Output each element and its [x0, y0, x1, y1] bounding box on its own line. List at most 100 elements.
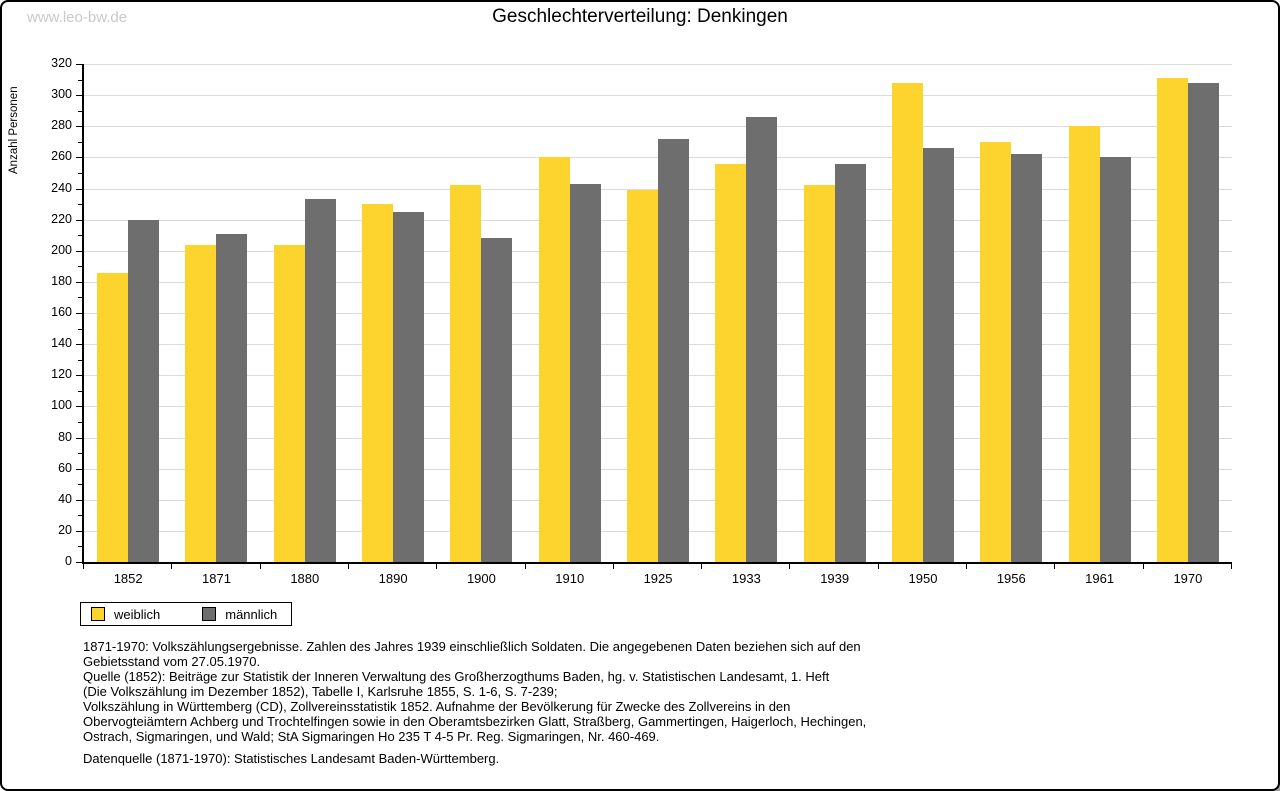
bar-weiblich-1961 [1068, 126, 1100, 562]
x-tick-label-1925: 1925 [643, 571, 673, 586]
chart-title: Geschlechterverteilung: Denkingen [492, 6, 788, 27]
y-minor-tick-50 [78, 484, 82, 486]
bar-groups: 1852 1871 1880 1890 1900 1910 1925 1933 1939 1950… [84, 64, 1232, 586]
y-major-tick-40 [76, 499, 82, 501]
y-tick-label-140: 140 [51, 336, 72, 351]
footer-line-1: 1871-1970: Volkszählungsergebnisse. Zahl… [83, 639, 861, 654]
y-tick-label-100: 100 [51, 398, 72, 413]
bar-group-1950: 1950 [879, 64, 967, 586]
y-major-tick-0 [76, 562, 82, 563]
y-tick-label-180: 180 [51, 273, 72, 288]
x-boundary-tick-0 [83, 562, 84, 569]
y-major-tick-80 [76, 437, 82, 439]
y-major-tick-180 [76, 281, 82, 283]
legend-item-weiblich: weiblich [91, 607, 160, 622]
y-major-tick-100 [76, 406, 82, 408]
y-tick-label-20: 20 [58, 522, 72, 537]
bar-group-1871: 1871 [172, 64, 260, 586]
x-boundary-tick-7 [701, 562, 703, 569]
y-tick-label-0: 0 [65, 554, 72, 568]
y-minor-tick-90 [78, 421, 82, 423]
bar-männlich-1880 [304, 199, 336, 562]
x-boundary-tick-10 [966, 562, 968, 569]
y-minor-tick-270 [78, 141, 82, 143]
y-minor-tick-290 [78, 110, 82, 112]
footer-datasource: Datenquelle (1871-1970): Statistisches L… [83, 751, 500, 766]
y-tick-label-320: 320 [51, 56, 72, 70]
x-boundary-tick-6 [612, 562, 614, 569]
legend-swatch-männlich [202, 607, 217, 621]
x-tick-label-1890: 1890 [378, 571, 408, 586]
bar-group-1910: 1910 [526, 64, 614, 586]
watermark: www.leo-bw.de [27, 9, 128, 26]
x-tick-label-1956: 1956 [996, 571, 1026, 586]
x-tick-label-1910: 1910 [555, 571, 585, 586]
y-axis-title: Anzahl Personen [8, 86, 20, 174]
y-minor-tick-150 [78, 328, 82, 330]
footer-notes: 1871-1970: Volkszählungsergebnisse. Zahl… [83, 639, 866, 766]
bar-männlich-1939 [834, 163, 866, 562]
y-minor-tick-230 [78, 204, 82, 206]
bar-group-1852: 1852 [84, 64, 172, 586]
bar-weiblich-1970 [1156, 78, 1188, 562]
y-major-tick-160 [76, 313, 82, 314]
y-major-tick-60 [76, 468, 82, 470]
x-boundary-tick-1 [171, 562, 173, 569]
y-minor-tick-310 [78, 79, 82, 81]
y-tick-label-60: 60 [58, 460, 72, 475]
bar-weiblich-1910 [538, 157, 570, 562]
x-tick-label-1852: 1852 [113, 571, 143, 586]
y-major-tick-280 [76, 126, 82, 128]
legend: weiblich männlich [80, 602, 293, 626]
bar-weiblich-1871 [185, 244, 217, 562]
y-minor-tick-130 [78, 359, 82, 361]
y-minor-tick-10 [78, 546, 82, 548]
footer-line-3: Quelle (1852): Beiträge zur Statistik de… [83, 669, 830, 684]
bar-weiblich-1956 [980, 141, 1012, 562]
bar-weiblich-1880 [273, 244, 305, 562]
y-tick-label-40: 40 [58, 491, 72, 506]
y-tick-label-280: 280 [51, 118, 72, 133]
gridline-240 [84, 188, 1232, 190]
bar-group-1939: 1939 [791, 64, 879, 586]
bar-männlich-1910 [569, 183, 601, 562]
y-minor-tick-110 [78, 390, 82, 392]
bar-männlich-1970 [1187, 82, 1219, 562]
bar-männlich-1956 [1011, 154, 1043, 562]
y-tick-label-260: 260 [51, 149, 72, 164]
bar-männlich-1852 [128, 219, 160, 562]
y-tick-label-160: 160 [51, 305, 72, 319]
footer-line-4: (Die Volkszählung im Dezember 1852), Tab… [83, 684, 558, 699]
y-major-tick-320 [76, 64, 82, 65]
y-major-tick-220 [76, 219, 82, 221]
x-tick-label-1939: 1939 [820, 571, 850, 586]
y-tick-label-300: 300 [51, 87, 72, 102]
x-tick-label-1961: 1961 [1085, 571, 1115, 586]
x-tick-label-1880: 1880 [290, 571, 320, 586]
bar-weiblich-1900 [450, 185, 482, 562]
y-major-tick-140 [76, 344, 82, 346]
x-tick-label-1950: 1950 [908, 571, 938, 586]
x-boundary-tick-12 [1142, 562, 1144, 569]
bar-männlich-1933 [746, 116, 778, 562]
gridline-300 [84, 95, 1232, 97]
y-minor-tick-70 [78, 453, 82, 455]
x-tick-label-1933: 1933 [731, 571, 761, 586]
y-major-tick-260 [76, 157, 82, 159]
x-boundary-tick-8 [789, 562, 791, 569]
bar-group-1880: 1880 [261, 64, 349, 586]
x-tick-label-1871: 1871 [202, 571, 231, 586]
x-boundary-tick-5 [524, 562, 526, 569]
bar-group-1961: 1961 [1055, 64, 1143, 586]
gridline-260 [84, 157, 1232, 159]
y-major-tick-240 [76, 188, 82, 190]
legend-label-männlich: männlich [225, 606, 278, 622]
bar-weiblich-1950 [891, 82, 923, 562]
bar-männlich-1961 [1099, 157, 1131, 562]
footer-line-2: Gebietsstand vom 27.05.1970. [83, 654, 261, 669]
bar-group-1970: 1970 [1144, 64, 1232, 586]
bar-männlich-1890 [393, 211, 425, 562]
x-boundary-tick-11 [1054, 562, 1056, 569]
bar-weiblich-1939 [803, 185, 835, 562]
x-boundary-tick-4 [436, 562, 438, 569]
